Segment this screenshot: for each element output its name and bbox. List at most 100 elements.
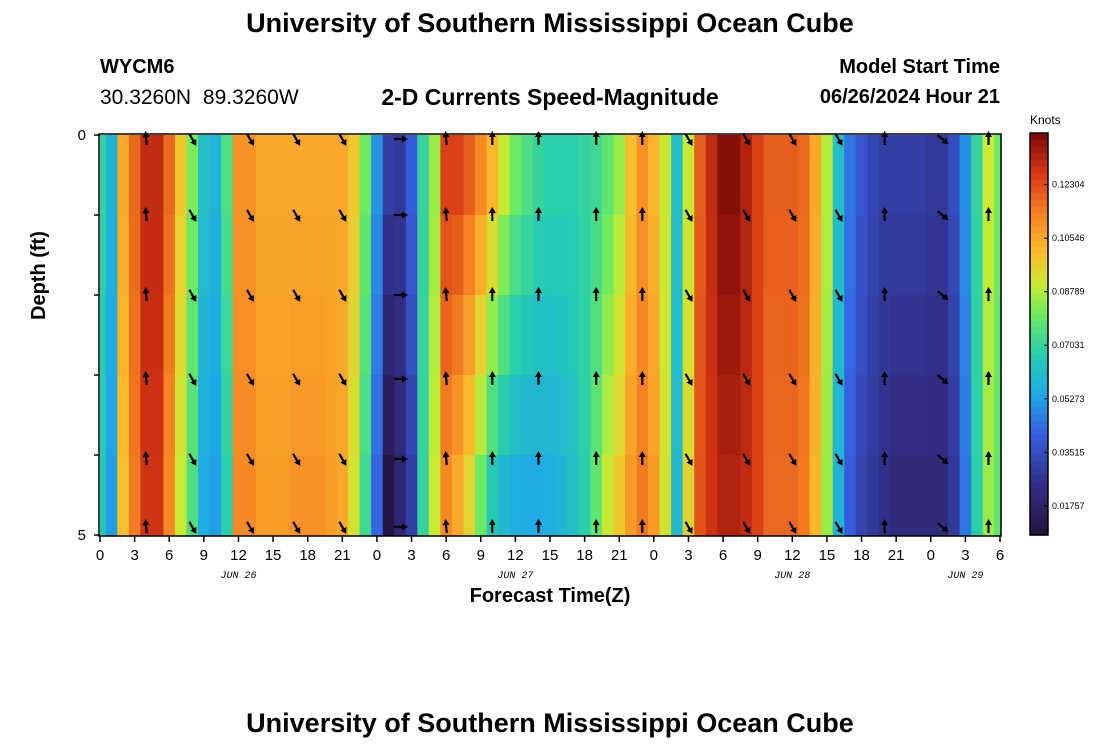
heatmap-cell (844, 215, 857, 296)
heatmap-cell (832, 375, 845, 456)
heatmap-cell (844, 295, 857, 376)
heatmap-cell (521, 295, 534, 376)
colorbar-tick-label: 0.05273 (1052, 394, 1085, 404)
heatmap-cell (301, 455, 315, 536)
colorbar-segment (1030, 133, 1048, 141)
current-arrow (442, 451, 450, 466)
heatmap-cell (648, 215, 661, 296)
current-arrow (246, 521, 255, 534)
heatmap-cell (348, 455, 361, 536)
heatmap-cell (163, 455, 176, 536)
model-start-label: Model Start Time (839, 56, 1000, 78)
heatmap-cell (521, 135, 534, 216)
current-arrow (338, 373, 347, 386)
heatmap-cell (313, 375, 326, 456)
x-tick-label: 6 (442, 547, 450, 564)
heatmap-cell (117, 135, 130, 216)
heatmap-cell (959, 295, 972, 376)
heatmap-cell (371, 215, 384, 296)
colorbar-segment (1030, 153, 1048, 161)
heatmap-cell (682, 215, 695, 296)
heatmap-cell (209, 215, 222, 296)
colorbar-frame (1029, 132, 1049, 536)
heatmap-cell (613, 295, 626, 376)
heatmap-cell (405, 215, 418, 296)
heatmap-cell (959, 455, 972, 536)
date-label: JUN 29 (947, 571, 983, 582)
current-arrow (742, 373, 751, 386)
heatmap-cell (959, 375, 972, 456)
heatmap-cell (128, 455, 141, 536)
heatmap-cell (428, 375, 441, 456)
heatmap-cell (659, 215, 672, 296)
heatmap-cell (590, 135, 603, 216)
current-arrow (188, 209, 197, 222)
colorbar-segment (1030, 146, 1048, 154)
heatmap-cell (809, 455, 822, 536)
heatmap-cell (105, 215, 118, 296)
heatmap-cell (844, 375, 857, 456)
colorbar-segment (1030, 287, 1048, 295)
colorbar-segment (1030, 327, 1048, 335)
heatmap-cell (971, 215, 984, 296)
x-tick-label: 0 (373, 547, 381, 564)
current-arrow (592, 519, 600, 533)
chart-title: University of Southern Mississippi Ocean… (246, 8, 854, 38)
current-arrow (394, 375, 408, 383)
x-tick-label: 21 (611, 547, 628, 564)
heatmap-cell (359, 215, 372, 296)
heatmap-cell (163, 295, 176, 376)
heatmap-cell (717, 215, 730, 296)
heatmap-cell (775, 455, 788, 536)
heatmap-cell (567, 375, 580, 456)
heatmap-cell (221, 215, 234, 296)
heatmap-cell (671, 215, 684, 296)
heatmap-cell (578, 295, 591, 376)
heatmap-cell (186, 135, 199, 216)
current-arrow (638, 371, 646, 385)
x-axis: 0 3 6 9 12 15 18 21 0 3 6 9 12 15 18 21 0 3 6 9 12 15 18 21 0 3 6 (96, 536, 1004, 564)
heatmap-cell (151, 455, 165, 536)
heatmap-cell (451, 215, 465, 296)
heatmap-cell (105, 455, 118, 536)
heatmap-cell (682, 455, 695, 536)
heatmap-cell (198, 455, 211, 536)
heatmap-cell (717, 295, 730, 376)
colorbar-tick-label: 0.10546 (1052, 233, 1085, 243)
heatmap-cell (705, 135, 718, 216)
x-tick-label: 3 (961, 547, 969, 564)
heatmap-cell (994, 295, 1001, 376)
heatmap-cell (925, 135, 938, 216)
heatmap-cell (878, 295, 891, 376)
colorbar-segment (1030, 514, 1048, 523)
heatmap-cell (186, 215, 199, 296)
current-arrow (142, 207, 150, 222)
heatmap-cell (913, 135, 926, 216)
heatmap-cell (751, 455, 765, 536)
heatmap-cell (890, 215, 903, 296)
heatmap-cell (728, 215, 741, 296)
heatmap-cell (555, 455, 568, 536)
y-axis: 05 (78, 127, 100, 544)
y-tick-label: 0 (78, 127, 86, 144)
current-arrow (338, 209, 347, 222)
heatmap-cell (913, 215, 926, 296)
x-tick-label: 9 (200, 547, 208, 564)
heatmap-cell (382, 455, 395, 536)
heatmap-cell (278, 215, 291, 296)
heatmap-cell (175, 455, 188, 536)
heatmap-cell (901, 375, 915, 456)
heatmap-cell (301, 215, 315, 296)
heatmap-cell (613, 375, 626, 456)
current-arrow (881, 451, 889, 465)
heatmap-cell (971, 135, 984, 216)
current-arrow (788, 521, 797, 534)
heatmap-cell (117, 295, 130, 376)
current-arrow (936, 134, 949, 145)
colorbar-segment (1030, 220, 1048, 228)
colorbar-segment (1030, 521, 1048, 529)
heatmap-cell (786, 215, 799, 296)
current-arrow (742, 133, 751, 146)
heatmap-cell (336, 215, 349, 296)
heatmap-cell (221, 375, 234, 456)
